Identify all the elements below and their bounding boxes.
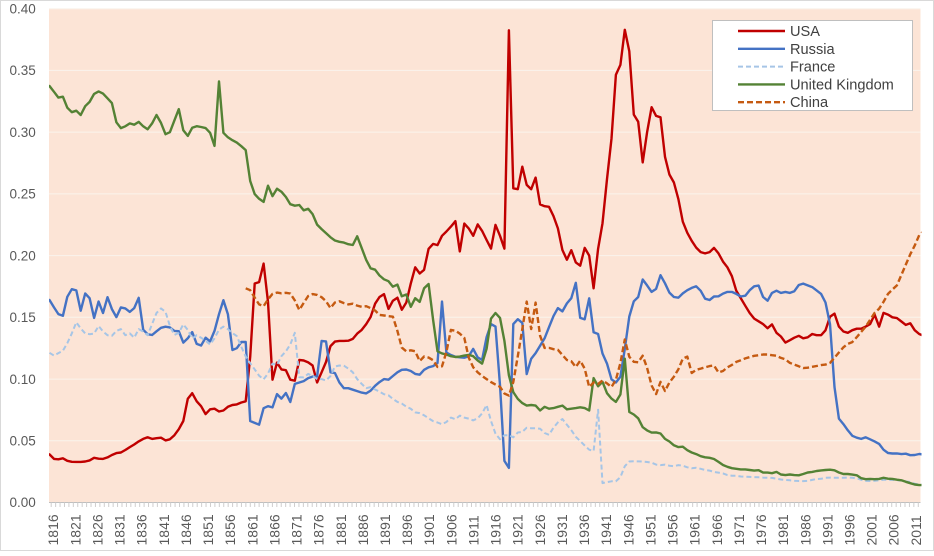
svg-text:1926: 1926 — [532, 514, 548, 545]
svg-text:0.10: 0.10 — [10, 372, 36, 387]
svg-text:1911: 1911 — [466, 515, 482, 545]
svg-text:1996: 1996 — [842, 514, 858, 545]
svg-text:1966: 1966 — [709, 514, 725, 545]
svg-text:1981: 1981 — [775, 514, 791, 545]
svg-text:1841: 1841 — [156, 514, 172, 545]
svg-text:1991: 1991 — [819, 514, 835, 545]
svg-text:1961: 1961 — [687, 514, 703, 545]
svg-text:1891: 1891 — [377, 514, 393, 545]
svg-text:0.20: 0.20 — [10, 248, 36, 263]
svg-text:1846: 1846 — [178, 514, 194, 545]
svg-text:2006: 2006 — [886, 514, 902, 545]
svg-text:1941: 1941 — [598, 514, 614, 545]
svg-text:1816: 1816 — [45, 514, 61, 545]
svg-text:2011: 2011 — [908, 515, 924, 545]
svg-text:2001: 2001 — [864, 514, 880, 545]
svg-text:1861: 1861 — [244, 514, 260, 545]
svg-text:China: China — [790, 95, 829, 111]
svg-text:1876: 1876 — [311, 514, 327, 545]
svg-text:1931: 1931 — [554, 514, 570, 545]
svg-text:1986: 1986 — [797, 514, 813, 545]
svg-text:1951: 1951 — [642, 514, 658, 545]
svg-text:1916: 1916 — [488, 514, 504, 545]
svg-text:Russia: Russia — [790, 42, 835, 58]
svg-text:1906: 1906 — [443, 514, 459, 545]
svg-text:0.35: 0.35 — [10, 63, 36, 78]
svg-text:1896: 1896 — [399, 514, 415, 545]
svg-text:1831: 1831 — [112, 514, 128, 545]
svg-text:0.40: 0.40 — [10, 1, 36, 16]
svg-text:France: France — [790, 60, 835, 76]
svg-text:1936: 1936 — [576, 514, 592, 545]
svg-text:0.30: 0.30 — [10, 125, 36, 140]
svg-text:1881: 1881 — [333, 514, 349, 545]
svg-text:1946: 1946 — [620, 514, 636, 545]
svg-text:0.15: 0.15 — [10, 310, 36, 325]
svg-text:1821: 1821 — [67, 514, 83, 545]
svg-text:1956: 1956 — [665, 514, 681, 545]
svg-text:1871: 1871 — [289, 514, 305, 545]
svg-text:1826: 1826 — [89, 514, 105, 545]
svg-text:0.00: 0.00 — [10, 495, 36, 510]
svg-text:1976: 1976 — [753, 514, 769, 545]
svg-text:1851: 1851 — [200, 514, 216, 545]
svg-text:United Kingdom: United Kingdom — [790, 77, 894, 93]
svg-text:1971: 1971 — [731, 514, 747, 545]
svg-text:USA: USA — [790, 24, 820, 40]
svg-text:1901: 1901 — [421, 514, 437, 545]
svg-text:1886: 1886 — [355, 514, 371, 545]
svg-text:0.05: 0.05 — [10, 434, 36, 449]
svg-text:1921: 1921 — [510, 514, 526, 545]
svg-text:1856: 1856 — [222, 514, 238, 545]
svg-text:1836: 1836 — [134, 514, 150, 545]
svg-text:0.25: 0.25 — [10, 187, 36, 202]
svg-text:1866: 1866 — [266, 514, 282, 545]
